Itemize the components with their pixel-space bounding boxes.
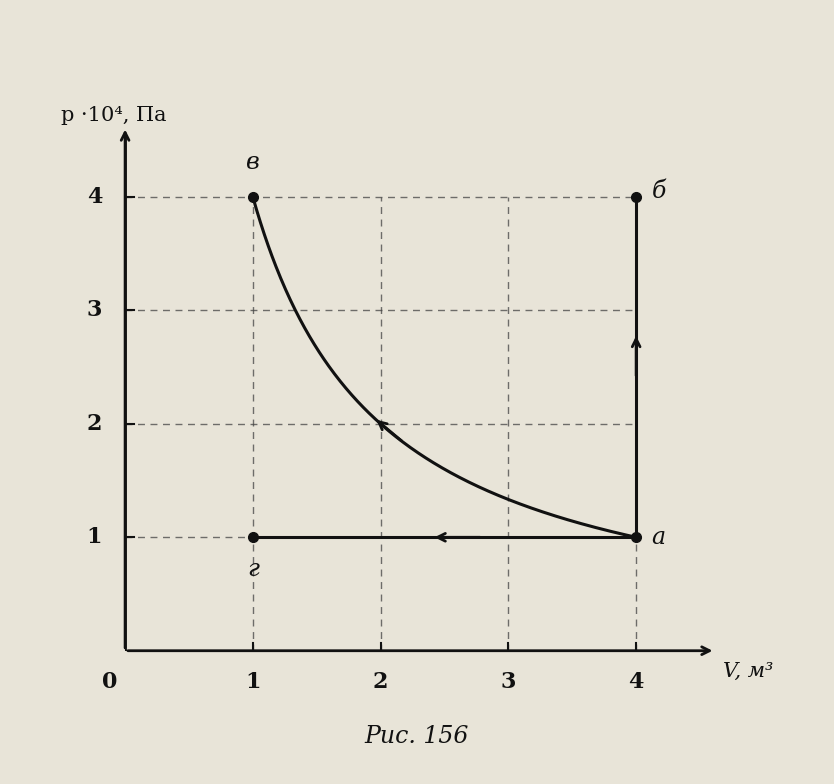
Text: 0: 0: [102, 671, 118, 693]
Text: p ·10⁴, Па: p ·10⁴, Па: [61, 106, 167, 125]
Text: V, м³: V, м³: [723, 662, 773, 681]
Text: г: г: [247, 557, 259, 581]
Text: 4: 4: [629, 671, 644, 693]
Text: 3: 3: [87, 299, 102, 321]
Text: 3: 3: [500, 671, 516, 693]
Text: 2: 2: [373, 671, 389, 693]
Text: в: в: [246, 151, 259, 174]
Text: 4: 4: [87, 186, 102, 208]
Text: б: б: [651, 180, 666, 203]
Text: Рис. 156: Рис. 156: [364, 725, 470, 749]
Text: 2: 2: [87, 413, 102, 435]
Text: 1: 1: [87, 526, 102, 548]
Text: а: а: [651, 526, 666, 549]
Text: 1: 1: [245, 671, 260, 693]
